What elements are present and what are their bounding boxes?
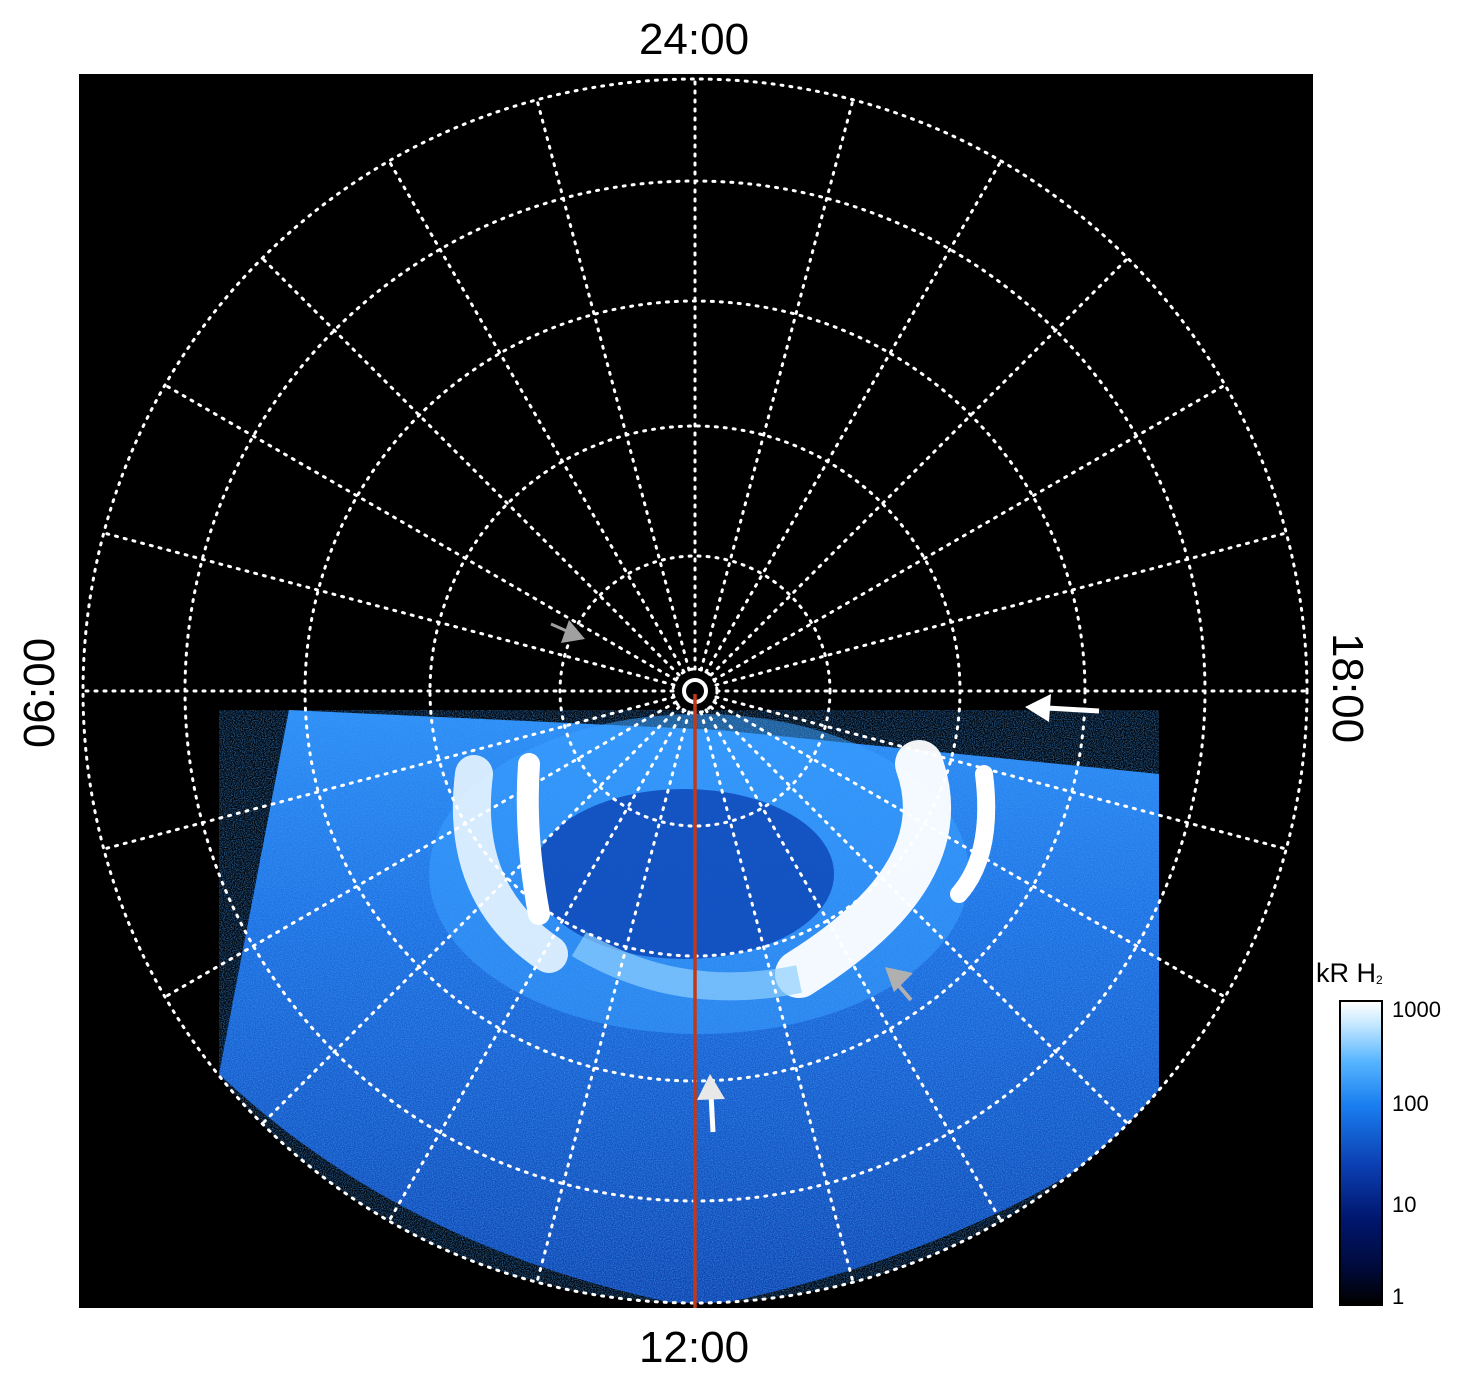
local-time-label-noon: 12:00 bbox=[638, 1323, 750, 1372]
meridian-line bbox=[712, 700, 1227, 999]
colorbar-tick-label: 10 bbox=[1392, 1192, 1417, 1217]
latitude-circle bbox=[81, 77, 1309, 1305]
meridian-line bbox=[535, 98, 691, 672]
colorbar-title-subscript: 2 bbox=[1376, 973, 1383, 987]
colorbar-title-main: kR H bbox=[1316, 958, 1376, 988]
meridian-line bbox=[260, 256, 681, 677]
colorbar-tick-label: 1000 bbox=[1392, 997, 1441, 1022]
local-time-label-midnight: 24:00 bbox=[638, 15, 750, 64]
meridian-line bbox=[163, 383, 678, 682]
meridian-line bbox=[387, 159, 686, 674]
meridian-line bbox=[102, 531, 676, 687]
emission-swath bbox=[219, 710, 1159, 1303]
meridian-line bbox=[714, 531, 1288, 687]
auroral-polar-projection bbox=[79, 74, 1313, 1308]
meridian-line bbox=[387, 708, 686, 1223]
meridian-line bbox=[102, 695, 676, 851]
meridian-line bbox=[699, 710, 855, 1284]
gray-arrow bbox=[885, 967, 913, 1002]
white-arrow bbox=[1025, 694, 1100, 722]
latitude-circle bbox=[558, 554, 832, 828]
meridian-line bbox=[704, 708, 1003, 1223]
local-time-label-dawn: 06:00 bbox=[15, 637, 64, 749]
colorbar-tick-label: 100 bbox=[1392, 1091, 1429, 1116]
meridian-line bbox=[704, 159, 1003, 674]
colorbar bbox=[1339, 1000, 1383, 1306]
meridian-line bbox=[714, 695, 1288, 851]
meridian-line bbox=[709, 705, 1130, 1126]
meridian-line bbox=[712, 383, 1227, 682]
gray-arrow bbox=[550, 620, 585, 643]
meridian-line bbox=[260, 705, 681, 1126]
meridian-line bbox=[699, 98, 855, 672]
meridian-line bbox=[709, 256, 1130, 677]
meridian-line bbox=[535, 710, 691, 1284]
colorbar-tick-label: 1 bbox=[1392, 1284, 1405, 1309]
local-time-label-dusk: 18:00 bbox=[1323, 632, 1372, 744]
colorbar-title: kR H2 bbox=[1316, 958, 1383, 989]
meridian-line bbox=[163, 700, 678, 999]
white-arrow bbox=[697, 1074, 725, 1133]
